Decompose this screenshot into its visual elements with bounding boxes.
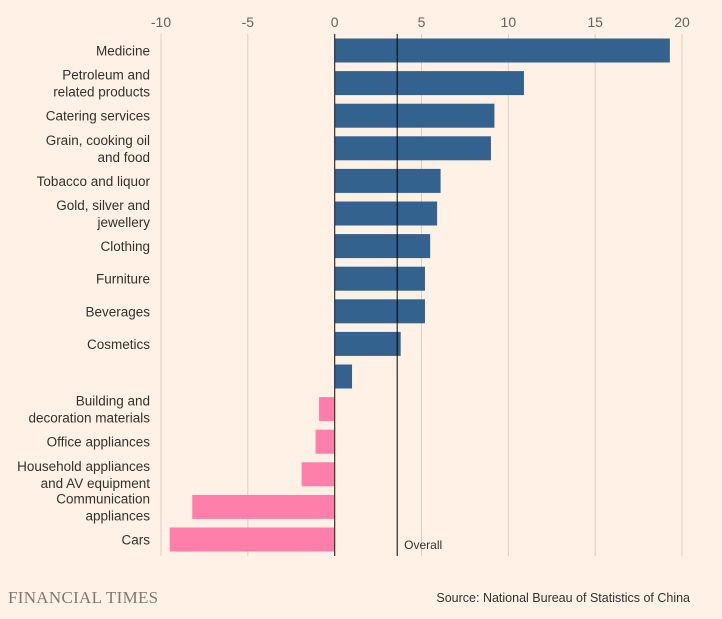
category-label: Cars bbox=[121, 533, 150, 548]
category-label: Grain, cooking oil and food bbox=[46, 133, 150, 165]
category-label: Clothing bbox=[100, 239, 150, 254]
bar bbox=[334, 299, 425, 324]
category-label: Building and decoration materials bbox=[28, 394, 150, 426]
category-label: Furniture bbox=[96, 272, 150, 287]
x-axis-ticks: -10 -5 0 5 10 15 20 bbox=[151, 14, 690, 30]
x-tick-label: -5 bbox=[242, 14, 255, 30]
bar bbox=[192, 494, 335, 519]
category-label: Communication appliances bbox=[56, 491, 150, 523]
x-tick-label: 5 bbox=[418, 14, 426, 30]
category-labels: Medicine Petroleum and related products Cat… bbox=[17, 44, 150, 548]
reference-line-group: Overall bbox=[396, 34, 442, 556]
bar bbox=[315, 429, 335, 454]
x-tick-label: 0 bbox=[331, 14, 339, 30]
bar-chart: -10 -5 0 5 10 15 20 Medicine Petroleum and relat… bbox=[17, 14, 690, 556]
bar bbox=[334, 201, 438, 226]
bar bbox=[334, 38, 670, 63]
category-label: Gold, silver and jewellery bbox=[56, 198, 150, 230]
x-tick-label: 20 bbox=[674, 14, 690, 30]
x-tick-label: 10 bbox=[501, 14, 517, 30]
category-label: Office appliances bbox=[47, 435, 151, 450]
category-label: Beverages bbox=[85, 304, 150, 319]
x-tick-label: -10 bbox=[151, 14, 171, 30]
source-note: Source: National Bureau of Statistics of… bbox=[436, 591, 690, 605]
bar bbox=[334, 103, 495, 128]
bar bbox=[334, 331, 401, 356]
category-label: Household appliances and AV equipment bbox=[17, 459, 150, 491]
category-label: Cosmetics bbox=[87, 337, 150, 352]
category-label: Catering services bbox=[46, 109, 151, 124]
bar bbox=[334, 136, 491, 161]
overall-reference-label: Overall bbox=[404, 538, 442, 552]
category-label: Tobacco and liquor bbox=[37, 174, 151, 189]
bars bbox=[169, 34, 670, 556]
ft-brand-logo: FINANCIAL TIMES bbox=[8, 588, 159, 607]
x-tick-label: 15 bbox=[587, 14, 603, 30]
bar bbox=[334, 364, 353, 389]
category-label: Petroleum and related products bbox=[53, 68, 150, 100]
bar bbox=[301, 462, 335, 487]
bar bbox=[334, 266, 425, 291]
bar bbox=[319, 397, 335, 422]
bar bbox=[334, 234, 431, 259]
bar bbox=[169, 527, 335, 552]
category-label: Medicine bbox=[96, 44, 150, 59]
bar bbox=[334, 168, 441, 193]
bar bbox=[334, 71, 524, 96]
